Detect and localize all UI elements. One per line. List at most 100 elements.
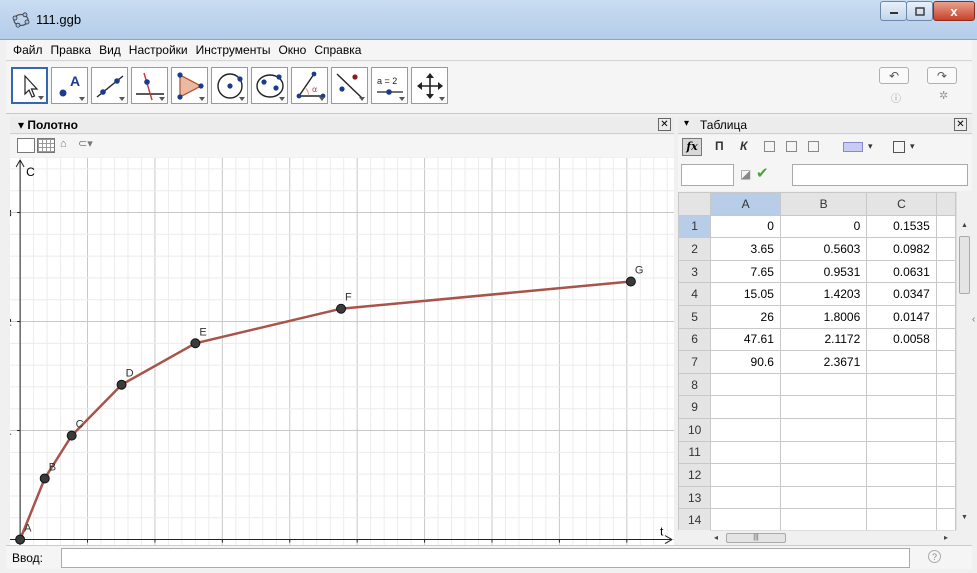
- table-cell[interactable]: [866, 372, 937, 397]
- table-cell[interactable]: [935, 395, 956, 419]
- menu-settings[interactable]: Настройки: [128, 43, 188, 57]
- row-header[interactable]: 9: [678, 395, 712, 419]
- slider-tool-button[interactable]: a = 2: [371, 67, 408, 104]
- line-tool-button[interactable]: [91, 67, 128, 104]
- table-cell[interactable]: [935, 372, 956, 397]
- row-header[interactable]: 8: [678, 372, 712, 397]
- table-cell[interactable]: [866, 485, 937, 510]
- polygon-tool-button[interactable]: [171, 67, 208, 104]
- border-style-button[interactable]: [893, 141, 905, 153]
- table-cell[interactable]: [779, 485, 868, 510]
- table-cell[interactable]: [710, 508, 781, 530]
- maximize-button[interactable]: [906, 1, 933, 21]
- menu-tools[interactable]: Инструменты: [195, 43, 271, 57]
- column-header[interactable]: B: [779, 192, 868, 216]
- align-center-icon[interactable]: [786, 141, 797, 152]
- row-header[interactable]: 10: [678, 417, 712, 442]
- row-header[interactable]: 6: [678, 327, 712, 352]
- table-cell[interactable]: [710, 372, 781, 397]
- gear-icon[interactable]: ✲: [939, 90, 949, 102]
- input-help-icon[interactable]: ?: [928, 550, 941, 563]
- table-cell[interactable]: 0.0631: [866, 259, 937, 284]
- row-header[interactable]: 1: [678, 214, 712, 239]
- conic-tool-button[interactable]: [251, 67, 288, 104]
- align-right-icon[interactable]: [808, 141, 819, 152]
- row-header[interactable]: 12: [678, 463, 712, 487]
- undo-button[interactable]: ↶: [879, 67, 909, 84]
- redo-button[interactable]: ↷: [927, 67, 957, 84]
- eraser-icon[interactable]: ◪: [740, 167, 752, 181]
- menu-window[interactable]: Окно: [278, 43, 307, 57]
- point-capture-dropdown-icon[interactable]: ⊂▾: [78, 138, 93, 150]
- table-cell[interactable]: [935, 463, 956, 487]
- home-view-icon[interactable]: ⌂: [60, 138, 67, 150]
- table-cell[interactable]: 0.0347: [866, 282, 937, 306]
- close-button[interactable]: x: [933, 1, 975, 21]
- point-tool-button[interactable]: A: [51, 67, 88, 104]
- table-cell[interactable]: [779, 417, 868, 442]
- column-header[interactable]: A: [710, 192, 781, 216]
- table-cell[interactable]: 0.0982: [866, 237, 937, 261]
- fx-button[interactable]: fx: [682, 138, 702, 156]
- chevron-down-icon[interactable]: ▾: [868, 141, 873, 151]
- bold-button[interactable]: П: [715, 139, 724, 153]
- spreadsheet-collapse-icon[interactable]: ▾: [684, 118, 690, 129]
- table-cell[interactable]: 0.9531: [779, 259, 868, 284]
- collapse-panel-icon[interactable]: ‹: [972, 314, 976, 325]
- table-cell[interactable]: 3.65: [710, 237, 781, 261]
- table-cell[interactable]: [710, 440, 781, 465]
- table-cell[interactable]: [935, 282, 956, 306]
- italic-button[interactable]: К: [740, 139, 748, 153]
- vertical-scroll-thumb[interactable]: [959, 236, 970, 294]
- table-cell[interactable]: 1.4203: [779, 282, 868, 306]
- corner-cell[interactable]: [678, 192, 712, 216]
- table-cell[interactable]: [866, 463, 937, 487]
- angle-tool-button[interactable]: α: [291, 67, 328, 104]
- table-cell[interactable]: [710, 395, 781, 419]
- check-icon[interactable]: ✔: [756, 165, 769, 182]
- table-cell[interactable]: 0.0147: [866, 304, 937, 329]
- column-header[interactable]: C: [866, 192, 937, 216]
- table-cell[interactable]: 90.6: [710, 350, 781, 374]
- table-cell[interactable]: [935, 259, 956, 284]
- spreadsheet-close-icon[interactable]: ✕: [954, 118, 967, 131]
- perpendicular-tool-button[interactable]: [131, 67, 168, 104]
- table-cell[interactable]: 1.8006: [779, 304, 868, 329]
- row-header[interactable]: 14: [678, 508, 712, 530]
- table-cell[interactable]: [866, 350, 937, 374]
- cell-name-field[interactable]: [681, 164, 734, 186]
- table-cell[interactable]: [935, 327, 956, 352]
- toggle-axes-button[interactable]: [17, 138, 35, 153]
- table-cell[interactable]: [935, 237, 956, 261]
- column-header[interactable]: [935, 192, 956, 216]
- background-color-button[interactable]: [843, 142, 863, 152]
- reflect-tool-button[interactable]: [331, 67, 368, 104]
- table-cell[interactable]: [935, 304, 956, 329]
- table-cell[interactable]: [866, 508, 937, 530]
- table-cell[interactable]: 26: [710, 304, 781, 329]
- table-cell[interactable]: [866, 440, 937, 465]
- cell-formula-input[interactable]: [792, 164, 968, 186]
- chevron-down-icon[interactable]: ▾: [910, 141, 915, 151]
- menu-file[interactable]: Файл: [13, 43, 43, 57]
- table-cell[interactable]: [779, 508, 868, 530]
- row-header[interactable]: 3: [678, 259, 712, 284]
- graphics-close-icon[interactable]: ✕: [658, 118, 671, 131]
- horizontal-scroll-thumb[interactable]: |||: [726, 533, 786, 543]
- row-header[interactable]: 5: [678, 304, 712, 329]
- row-header[interactable]: 13: [678, 485, 712, 510]
- scroll-right-icon[interactable]: ▸: [944, 533, 949, 542]
- table-cell[interactable]: [935, 214, 956, 239]
- table-cell[interactable]: [935, 485, 956, 510]
- table-cell[interactable]: [710, 417, 781, 442]
- minimize-button[interactable]: [880, 1, 907, 21]
- table-cell[interactable]: [935, 508, 956, 530]
- align-left-icon[interactable]: [764, 141, 775, 152]
- menu-view[interactable]: Вид: [99, 43, 121, 57]
- table-cell[interactable]: [710, 463, 781, 487]
- circle-tool-button[interactable]: [211, 67, 248, 104]
- toggle-grid-button[interactable]: [37, 138, 55, 153]
- table-cell[interactable]: 15.05: [710, 282, 781, 306]
- row-header[interactable]: 2: [678, 237, 712, 261]
